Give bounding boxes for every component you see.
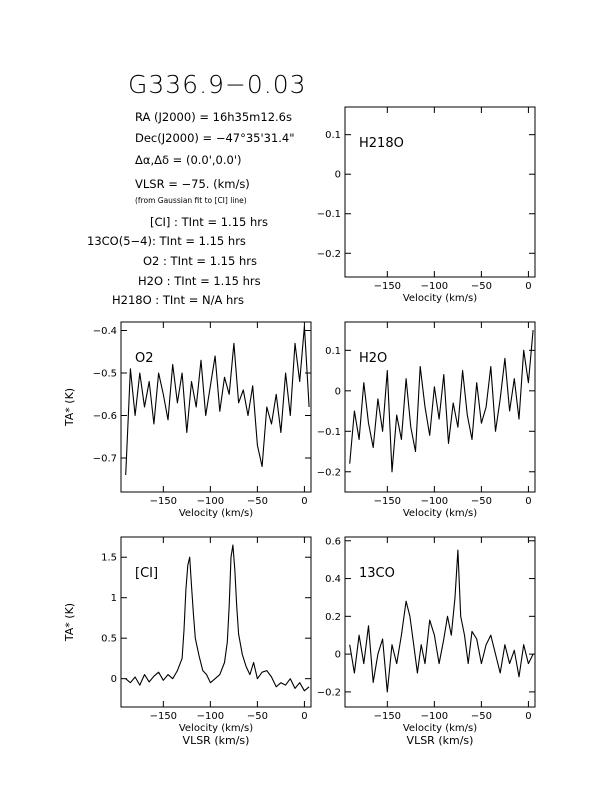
panel-0-xtick-label-1: −100: [421, 281, 448, 292]
panel-2-ytick-label-3: −0.2: [317, 467, 341, 478]
panel-0-ytick-label-1: 0: [335, 170, 341, 181]
panel-2-ytick-label-1: 0: [335, 386, 341, 397]
panel-3-ytick-label-3: 0: [111, 674, 117, 685]
panel-1-xtick-label-3: 0: [301, 496, 307, 507]
panel-2-series-0: [349, 330, 534, 473]
panel-3-xlabel: Velocity (km/s): [179, 723, 253, 734]
panel-4-xtick-label-2: −50: [471, 711, 492, 722]
panel-1-xtick-label-0: −150: [150, 496, 177, 507]
panel-2-xlabel: Velocity (km/s): [403, 508, 477, 519]
panel-0-xtick-label-3: 0: [525, 281, 531, 292]
panel-4-ytick-label-2: 0.2: [325, 612, 341, 623]
panel-3-xtick-label-3: 0: [301, 711, 307, 722]
panel-0-label: H218O: [359, 136, 404, 151]
panel-1-frame: [120, 321, 312, 493]
panel-0-frame: [344, 106, 536, 278]
panel-1-ytick-label-3: −0.7: [93, 454, 117, 465]
panel-3-xtick-label-1: −100: [197, 711, 224, 722]
panel-1-ylabel: TA* (K): [63, 388, 76, 427]
panel-1-series-0: [125, 325, 310, 476]
panel-4-frame: [344, 536, 536, 708]
panel-1-xlabel: Velocity (km/s): [179, 508, 253, 519]
panel-3-ytick-label-2: 0.5: [101, 634, 117, 645]
panel-1-ytick-label-1: −0.5: [93, 369, 117, 380]
panel-4-ytick-label-3: 0: [335, 650, 341, 661]
panel-3-ytick-label-0: 1.5: [101, 553, 117, 564]
panel-0-ytick-label-3: −0.2: [317, 249, 341, 260]
panel-3-xtick-label-2: −50: [247, 711, 268, 722]
panel-4-xlabel: Velocity (km/s): [403, 723, 477, 734]
panel-4-series-0: [349, 549, 534, 693]
panel-2-xtick-label-0: −150: [374, 496, 401, 507]
panel-3-series-0: [125, 544, 310, 692]
panel-4-ytick-label-1: 0.4: [325, 574, 341, 585]
panel-2-xtick-label-2: −50: [471, 496, 492, 507]
panel-2-xtick-label-3: 0: [525, 496, 531, 507]
panel-1-ytick-label-0: −0.4: [93, 326, 117, 337]
panel-1-ytick-label-2: −0.6: [93, 411, 117, 422]
panel-2-frame: [344, 321, 536, 493]
panel-2-ytick-label-2: −0.1: [317, 427, 341, 438]
panel-0-xlabel: Velocity (km/s): [403, 293, 477, 304]
panel-3-ylabel: TA* (K): [63, 603, 76, 642]
panel-4-ytick-label-4: −0.2: [317, 687, 341, 698]
panel-2-ytick-label-0: 0.1: [325, 346, 341, 357]
panel-3-xlabel2: VLSR (km/s): [183, 734, 250, 747]
panel-1-xtick-label-2: −50: [247, 496, 268, 507]
panel-3-frame: [120, 536, 312, 708]
panel-4-xlabel2: VLSR (km/s): [407, 734, 474, 747]
panel-4-xtick-label-3: 0: [525, 711, 531, 722]
panel-0-ytick-label-0: 0.1: [325, 130, 341, 141]
panel-4-ytick-label-0: 0.6: [325, 536, 341, 547]
panel-0-xtick-label-0: −150: [374, 281, 401, 292]
panel-1-label: O2: [135, 351, 154, 366]
panel-3-label: [CI]: [135, 566, 158, 581]
panel-0-xtick-label-2: −50: [471, 281, 492, 292]
panel-2-xtick-label-1: −100: [421, 496, 448, 507]
panel-4-label: 13CO: [359, 566, 395, 581]
panel-1-xtick-label-1: −100: [197, 496, 224, 507]
panel-4-xtick-label-0: −150: [374, 711, 401, 722]
panel-4-xtick-label-1: −100: [421, 711, 448, 722]
panel-3-xtick-label-0: −150: [150, 711, 177, 722]
panel-0-ytick-label-2: −0.1: [317, 209, 341, 220]
panel-3-ytick-label-1: 1: [111, 593, 117, 604]
panel-2-label: H2O: [359, 351, 387, 366]
